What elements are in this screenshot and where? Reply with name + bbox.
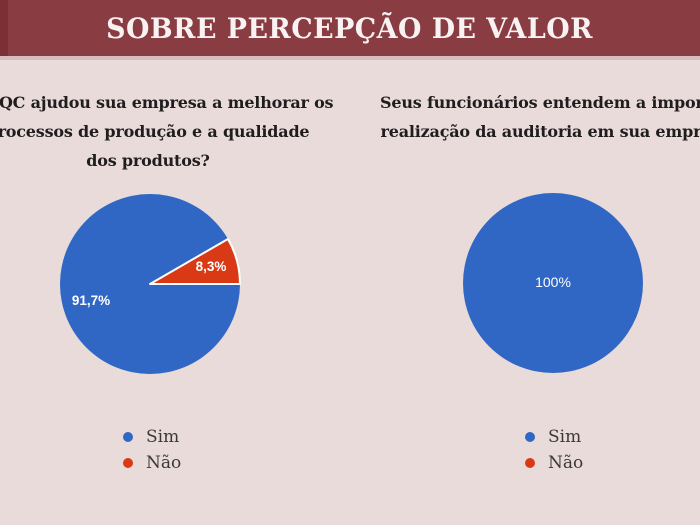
left-pie-chart: 91,7% 8,3% xyxy=(60,194,241,374)
left-question-line-3: dos produtos? xyxy=(86,151,210,170)
slide-title: SOBRE PERCEPÇÃO DE VALOR xyxy=(106,11,594,45)
right-legend-item-nao: Não xyxy=(525,450,583,476)
left-legend: Sim Não xyxy=(123,424,181,476)
right-chart-question: Seus funcionários entendem a importância… xyxy=(380,88,700,146)
header-left-accent xyxy=(0,0,8,56)
left-pie-label-sim: 91,7% xyxy=(72,293,110,308)
header-banner: SOBRE PERCEPÇÃO DE VALOR xyxy=(0,0,700,56)
right-legend-label-sim: Sim xyxy=(548,427,582,447)
left-legend-label-nao: Não xyxy=(146,453,182,473)
left-question-line-1: O PQC ajudou sua empresa a melhorar os xyxy=(0,93,334,112)
left-question-line-2: processos de produção e a qualidade xyxy=(0,122,310,141)
right-question-line-2: realização da auditoria em sua empresa? xyxy=(380,122,700,141)
nao-legend-dot-icon xyxy=(123,458,133,468)
left-legend-label-sim: Sim xyxy=(146,427,180,447)
right-legend: Sim Não xyxy=(525,424,583,476)
nao-legend-dot-icon xyxy=(525,458,535,468)
left-legend-item-nao: Não xyxy=(123,450,181,476)
left-chart-question: O PQC ajudou sua empresa a melhorar os p… xyxy=(0,88,334,175)
sim-legend-dot-icon xyxy=(525,432,535,442)
left-legend-item-sim: Sim xyxy=(123,424,181,450)
sim-legend-dot-icon xyxy=(123,432,133,442)
right-legend-label-nao: Não xyxy=(548,453,584,473)
header-divider xyxy=(0,56,700,60)
right-legend-item-sim: Sim xyxy=(525,424,583,450)
right-question-line-1: Seus funcionários entendem a importância xyxy=(380,93,700,112)
right-pie-slice-sim xyxy=(463,193,643,373)
right-pie-label-sim: 100% xyxy=(535,274,571,290)
left-pie-label-nao: 8,3% xyxy=(196,259,227,274)
left-pie-slice-nao xyxy=(149,238,241,285)
right-pie-chart: 100% xyxy=(463,193,643,373)
